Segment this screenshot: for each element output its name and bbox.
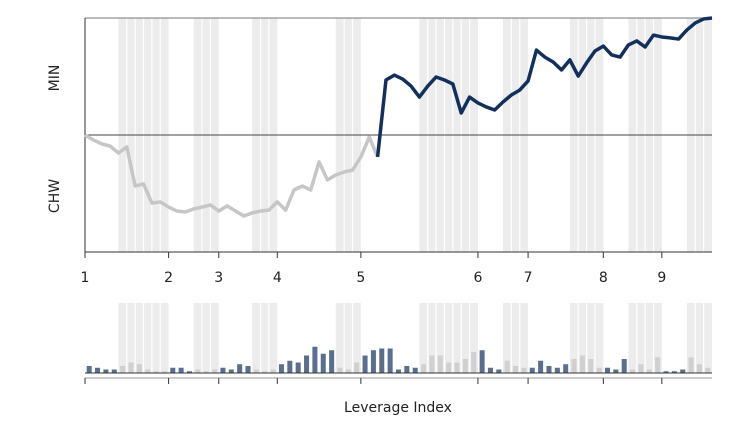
leverage-bar bbox=[237, 364, 243, 373]
leverage-bar bbox=[304, 355, 310, 373]
leverage-bar bbox=[596, 367, 602, 373]
leverage-bar bbox=[362, 355, 368, 373]
leverage-bar bbox=[278, 364, 284, 373]
leverage-bar bbox=[604, 367, 611, 373]
leverage-bar bbox=[663, 371, 669, 373]
shaded-band bbox=[193, 303, 219, 373]
leverage-bar bbox=[630, 369, 636, 373]
leverage-bar bbox=[370, 350, 376, 373]
leverage-bar bbox=[680, 369, 686, 373]
leverage-bar bbox=[136, 364, 142, 373]
leverage-bar bbox=[638, 364, 644, 373]
leverage-bar bbox=[546, 366, 552, 373]
leverage-bar bbox=[253, 369, 259, 373]
y-label-top: MIN bbox=[47, 65, 63, 92]
leverage-bar bbox=[295, 362, 301, 373]
leverage-bar bbox=[521, 367, 527, 373]
leverage-bar bbox=[95, 367, 101, 373]
leverage-bar bbox=[86, 366, 92, 373]
leverage-bar bbox=[312, 346, 318, 373]
leverage-bar bbox=[178, 367, 184, 373]
leverage-bar bbox=[571, 359, 577, 373]
leverage-bar bbox=[496, 369, 502, 373]
leverage-bar bbox=[228, 369, 234, 373]
shaded-band bbox=[419, 303, 478, 373]
x-tick-label: 3 bbox=[214, 270, 223, 286]
leverage-bar bbox=[621, 359, 627, 373]
leverage-bar bbox=[379, 348, 385, 373]
leverage-bar bbox=[421, 364, 427, 373]
leverage-bar bbox=[688, 357, 694, 373]
x-tick-label: 6 bbox=[473, 270, 482, 286]
leverage-bar bbox=[103, 369, 109, 373]
leverage-bar bbox=[186, 371, 193, 373]
leverage-bar bbox=[579, 355, 585, 373]
leverage-bar bbox=[395, 369, 402, 373]
leverage-bar bbox=[120, 366, 126, 373]
x-tick-label: 7 bbox=[524, 270, 533, 286]
leverage-bar bbox=[529, 367, 535, 373]
leverage-bar bbox=[329, 350, 335, 373]
leverage-bar bbox=[404, 366, 410, 373]
y-label-bottom: CHW bbox=[47, 179, 63, 213]
leverage-bar bbox=[153, 371, 159, 373]
x-tick-label: 4 bbox=[273, 270, 282, 286]
leverage-bar bbox=[554, 367, 560, 373]
leverage-bar bbox=[588, 359, 594, 373]
leverage-bar bbox=[613, 369, 619, 373]
leverage-bar bbox=[287, 360, 293, 373]
leverage-bar bbox=[454, 362, 460, 373]
leverage-bar bbox=[538, 360, 544, 373]
x-tick-label: 9 bbox=[657, 270, 666, 286]
leverage-bar bbox=[696, 364, 702, 373]
x-tick-label: 1 bbox=[81, 270, 90, 286]
x-tick-label: 2 bbox=[164, 270, 173, 286]
leverage-bar bbox=[161, 371, 167, 373]
win-probability-line bbox=[84, 133, 380, 218]
leverage-bar bbox=[212, 369, 218, 373]
leverage-bar bbox=[487, 367, 493, 373]
leverage-bar bbox=[387, 348, 393, 373]
leverage-bar bbox=[245, 366, 251, 373]
leverage-bar bbox=[412, 367, 418, 373]
leverage-bar bbox=[462, 359, 468, 373]
x-tick-label: 5 bbox=[356, 270, 365, 286]
x-axis-label: Leverage Index bbox=[344, 400, 452, 416]
leverage-bar bbox=[270, 369, 276, 373]
leverage-bar bbox=[354, 362, 360, 373]
leverage-bar bbox=[655, 357, 661, 373]
leverage-bar bbox=[320, 353, 326, 373]
leverage-bar bbox=[513, 366, 519, 373]
win-probability-line bbox=[375, 16, 713, 158]
leverage-bar bbox=[170, 367, 176, 373]
x-tick-label: 8 bbox=[599, 270, 608, 286]
leverage-bar bbox=[471, 352, 477, 373]
leverage-bar bbox=[479, 350, 485, 373]
leverage-bar bbox=[220, 367, 226, 373]
leverage-bar bbox=[437, 355, 443, 373]
leverage-bar bbox=[705, 367, 711, 373]
leverage-bar bbox=[262, 371, 268, 373]
shaded-band bbox=[335, 303, 361, 373]
leverage-bar bbox=[504, 360, 510, 373]
leverage-bar bbox=[446, 362, 452, 373]
leverage-bar bbox=[195, 369, 201, 373]
leverage-bar bbox=[203, 371, 209, 373]
leverage-bar bbox=[429, 355, 435, 373]
leverage-bar bbox=[345, 369, 351, 373]
leverage-bar bbox=[145, 369, 151, 373]
leverage-bar bbox=[563, 364, 569, 373]
leverage-bar bbox=[671, 371, 677, 373]
leverage-bar bbox=[646, 369, 652, 373]
shaded-band bbox=[252, 303, 278, 373]
leverage-bar bbox=[128, 362, 134, 373]
leverage-bar bbox=[337, 367, 343, 373]
leverage-bar bbox=[111, 369, 117, 373]
